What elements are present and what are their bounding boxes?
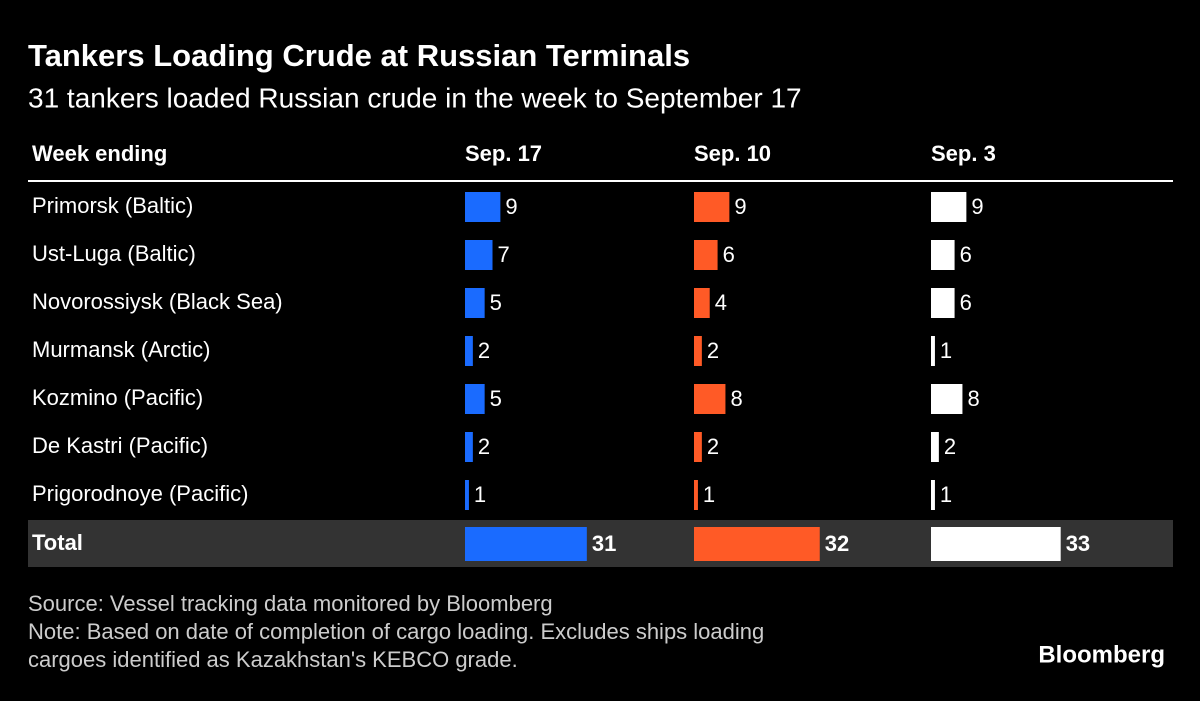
row-label: De Kastri (Pacific) [32,433,208,458]
bar [694,480,698,510]
logo: Bloomberg [1038,641,1165,668]
row-label: Ust-Luga (Baltic) [32,241,196,266]
value-label: 6 [960,242,972,267]
column-header: Week ending [32,141,167,166]
value-label: 2 [707,338,719,363]
column-header: Sep. 17 [465,141,542,166]
value-label: 5 [490,290,502,315]
column-header: Sep. 3 [931,141,996,166]
bar [465,240,493,270]
row-label: Novorossiysk (Black Sea) [32,289,283,314]
bar [465,384,485,414]
bar [694,432,702,462]
row-label: Murmansk (Arctic) [32,337,210,362]
value-label: 1 [940,338,952,363]
value-label: 4 [715,290,727,315]
bar [465,336,473,366]
value-label: 9 [734,194,746,219]
value-label: 1 [940,482,952,507]
value-label: 1 [474,482,486,507]
row-label: Primorsk (Baltic) [32,193,193,218]
bar [694,288,710,318]
bar [465,432,473,462]
row-label: Total [32,530,83,555]
bar [694,336,702,366]
bar [931,527,1061,561]
bar [465,527,587,561]
bar [931,432,939,462]
note: Note: Based on date of completion of car… [28,619,764,644]
value-label: 2 [478,434,490,459]
note: Source: Vessel tracking data monitored b… [28,591,553,616]
value-label: 8 [967,386,979,411]
value-label: 5 [490,386,502,411]
value-label: 32 [825,531,849,556]
bar [931,288,955,318]
subtitle: 31 tankers loaded Russian crude in the w… [28,82,802,113]
bar [694,240,718,270]
bar [931,336,935,366]
bar [465,288,485,318]
bar [694,192,730,222]
row-label: Kozmino (Pacific) [32,385,203,410]
value-label: 33 [1066,531,1090,556]
bar [465,480,469,510]
bar [931,480,935,510]
column-header: Sep. 10 [694,141,771,166]
title: Tankers Loading Crude at Russian Termina… [28,38,690,73]
bar [465,192,501,222]
value-label: 8 [730,386,742,411]
bar [931,192,967,222]
value-label: 7 [498,242,510,267]
note: cargoes identified as Kazakhstan's KEBCO… [28,647,518,672]
value-label: 6 [723,242,735,267]
bar [931,240,955,270]
value-label: 2 [707,434,719,459]
value-label: 2 [944,434,956,459]
header-rule [28,180,1173,182]
value-label: 1 [703,482,715,507]
value-label: 9 [505,194,517,219]
row-label: Prigorodnoye (Pacific) [32,481,248,506]
bar [694,527,820,561]
value-label: 31 [592,531,616,556]
value-label: 9 [971,194,983,219]
value-label: 6 [960,290,972,315]
bar [694,384,726,414]
bar [931,384,963,414]
value-label: 2 [478,338,490,363]
